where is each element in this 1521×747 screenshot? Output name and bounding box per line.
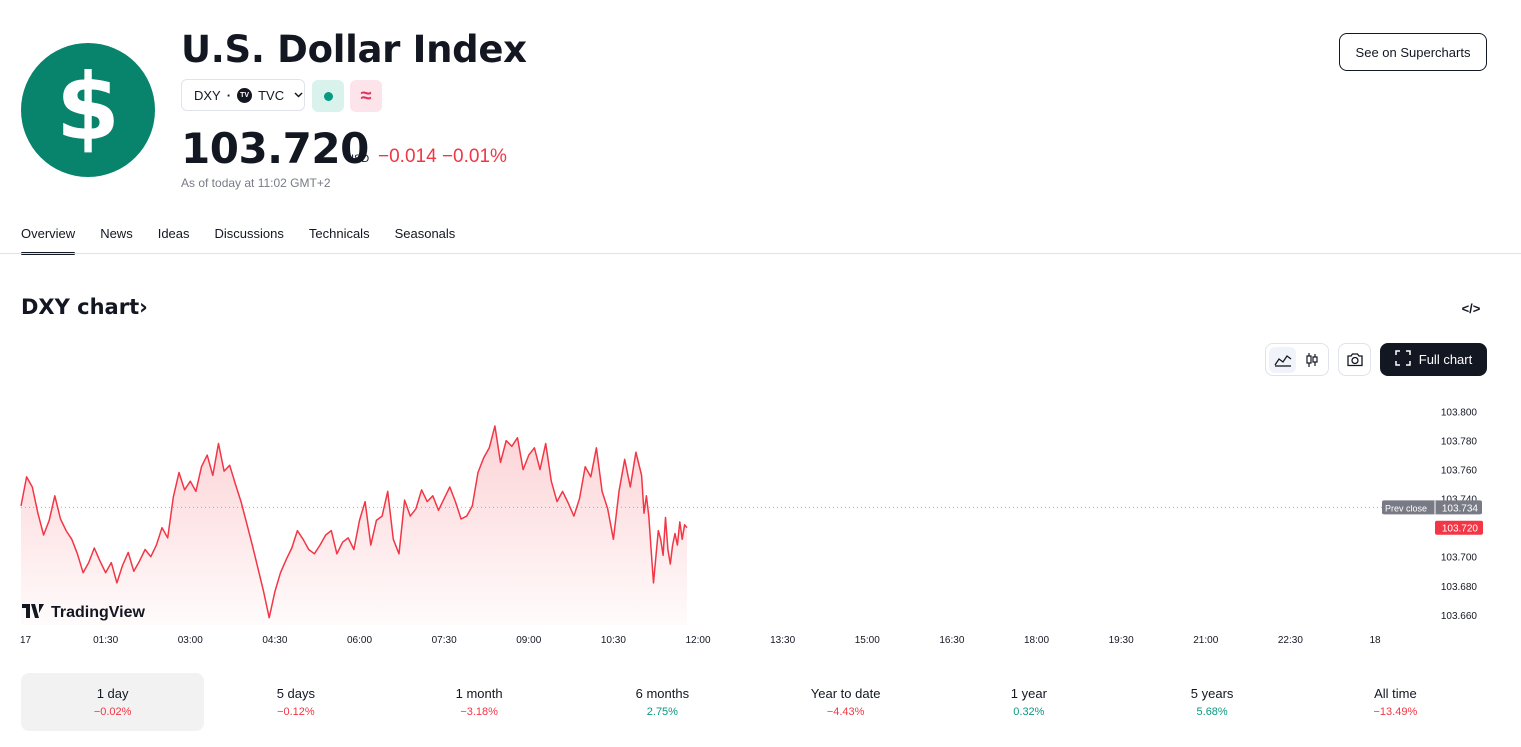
camera-icon[interactable] xyxy=(1338,343,1371,376)
price-line xyxy=(20,425,688,619)
period-label: 1 day xyxy=(96,686,129,701)
market-open-status-icon[interactable] xyxy=(312,80,344,112)
chevron-right-icon: › xyxy=(139,295,148,319)
x-tick-label: 12:00 xyxy=(685,635,710,646)
page-tabs: Overview News Ideas Discussions Technicals Se… xyxy=(21,226,455,255)
x-tick-label: 01:30 xyxy=(93,635,118,646)
embed-code-icon[interactable]: </> xyxy=(1461,300,1481,316)
prev-close-tag xyxy=(1382,500,1482,515)
x-tick-label: 18:00 xyxy=(1024,635,1049,646)
period-label: 6 months xyxy=(635,686,690,701)
period-label: 1 month xyxy=(455,686,503,701)
exchange-logo-icon: TV xyxy=(237,87,253,103)
period-label: Year to date xyxy=(810,686,881,701)
separator-dot: · xyxy=(226,87,232,103)
period-label: 5 days xyxy=(276,686,316,701)
tab-discussions[interactable]: Discussions xyxy=(214,226,284,241)
last-price-label: 103.720 xyxy=(1442,524,1479,535)
y-tick-label: 103.760 xyxy=(1441,466,1478,477)
x-tick-label: 18 xyxy=(1369,635,1381,646)
x-tick-label: 10:30 xyxy=(601,635,626,646)
x-tick-label: 03:00 xyxy=(178,635,203,646)
x-tick-label: 19:30 xyxy=(1109,635,1134,646)
period-change: 2.75% xyxy=(646,706,678,718)
x-tick-label: 22:30 xyxy=(1278,635,1303,646)
x-tick-label: 04:30 xyxy=(262,635,287,646)
tab-technicals[interactable]: Technicals xyxy=(308,226,370,241)
period-5-years[interactable]: 5 years 5.68% xyxy=(1121,673,1304,731)
y-tick-label: 103.680 xyxy=(1441,582,1478,593)
period-label: 1 year xyxy=(1010,686,1047,701)
chevron-down-icon xyxy=(294,90,303,101)
full-chart-button[interactable]: Full chart xyxy=(1380,343,1487,376)
price-area-fill xyxy=(21,426,687,625)
candlestick-chart-icon[interactable] xyxy=(1298,347,1325,373)
fullscreen-icon xyxy=(1395,350,1411,369)
x-tick-label: 13:30 xyxy=(770,635,795,646)
price-timestamp: As of today at 11:02 GMT+2 xyxy=(181,176,331,190)
period-change: 5.68% xyxy=(1196,706,1228,718)
period-6-months[interactable]: 6 months 2.75% xyxy=(571,673,754,731)
chart-heading-text: DXY chart xyxy=(21,295,140,319)
y-tick-label: 103.700 xyxy=(1441,553,1478,564)
x-tick-label: 16:30 xyxy=(939,635,964,646)
period-1-year[interactable]: 1 year 0.32% xyxy=(937,673,1120,731)
period-label: 5 years xyxy=(1190,686,1234,701)
y-tick-label: 103.740 xyxy=(1441,495,1478,506)
price-chart[interactable]: 103.660103.680103.700103.720103.740103.7… xyxy=(0,385,1521,655)
chart-heading-link[interactable]: DXY chart› xyxy=(21,295,148,319)
dollar-sign-icon: $ xyxy=(55,54,120,161)
tab-overview[interactable]: Overview xyxy=(21,226,76,255)
period-label: All time xyxy=(1374,686,1417,701)
period-change: −0.12% xyxy=(277,706,315,718)
x-tick-label: 07:30 xyxy=(432,635,457,646)
x-tick-label: 06:00 xyxy=(347,635,372,646)
period-change: −13.49% xyxy=(1373,706,1418,718)
y-tick-label: 103.660 xyxy=(1441,611,1478,622)
page-title: U.S. Dollar Index xyxy=(181,28,527,71)
period-change: −0.02% xyxy=(93,706,132,718)
x-tick-label: 09:00 xyxy=(516,635,541,646)
period-change: 0.32% xyxy=(1013,706,1045,718)
x-tick-label: 15:00 xyxy=(855,635,880,646)
exchange-name: TVC xyxy=(258,87,285,103)
period-1-month[interactable]: 1 month −3.18% xyxy=(388,673,571,731)
period-1-day[interactable]: 1 day −0.02% xyxy=(21,673,205,731)
y-tick-label: 103.780 xyxy=(1441,437,1478,448)
symbol-ticker: DXY xyxy=(194,87,221,103)
prev-close-value: 103.734 xyxy=(1442,503,1479,514)
period-all-time[interactable]: All time −13.49% xyxy=(1304,673,1487,731)
price-currency: USD xyxy=(346,153,370,165)
period-performance-bar: 1 day −0.02% 5 days −0.12% 1 month −3.18% 6 mo… xyxy=(21,673,1487,731)
period-change: −4.43% xyxy=(826,706,865,718)
period-change: −3.18% xyxy=(460,706,498,718)
period-year-to-date[interactable]: Year to date −4.43% xyxy=(754,673,937,731)
tab-ideas[interactable]: Ideas xyxy=(157,226,190,241)
prev-close-label: Prev close xyxy=(1385,503,1427,513)
full-chart-label: Full chart xyxy=(1418,352,1473,367)
x-tick-label: 17 xyxy=(20,635,32,646)
last-price: 103.720 xyxy=(181,124,369,173)
last-price-tag xyxy=(1435,520,1483,535)
watermark-text: TradingView xyxy=(51,604,146,621)
period-5-days[interactable]: 5 days −0.12% xyxy=(204,673,387,731)
price-change-pct: −0.01% xyxy=(441,146,507,167)
tradingview-watermark[interactable]: TradingView xyxy=(22,604,146,621)
x-tick-label: 21:00 xyxy=(1193,635,1218,646)
y-tick-label: 103.800 xyxy=(1441,408,1478,419)
symbol-logo: $ xyxy=(21,43,155,177)
see-on-supercharts-button[interactable]: See on Supercharts xyxy=(1339,33,1487,71)
price-change: −0.014 −0.01% xyxy=(378,146,507,168)
area-chart-icon[interactable] xyxy=(1269,346,1296,373)
tabs-divider xyxy=(0,253,1521,254)
tradingview-logo-icon xyxy=(22,604,44,618)
symbol-exchange-selector[interactable]: DXY · TV TVC xyxy=(181,79,305,111)
price-change-abs: −0.014 xyxy=(378,146,437,167)
delayed-data-icon[interactable]: ≈ xyxy=(350,80,382,112)
tab-seasonals[interactable]: Seasonals xyxy=(394,226,456,241)
chart-style-toggle xyxy=(1265,343,1329,376)
tab-news[interactable]: News xyxy=(100,226,133,241)
